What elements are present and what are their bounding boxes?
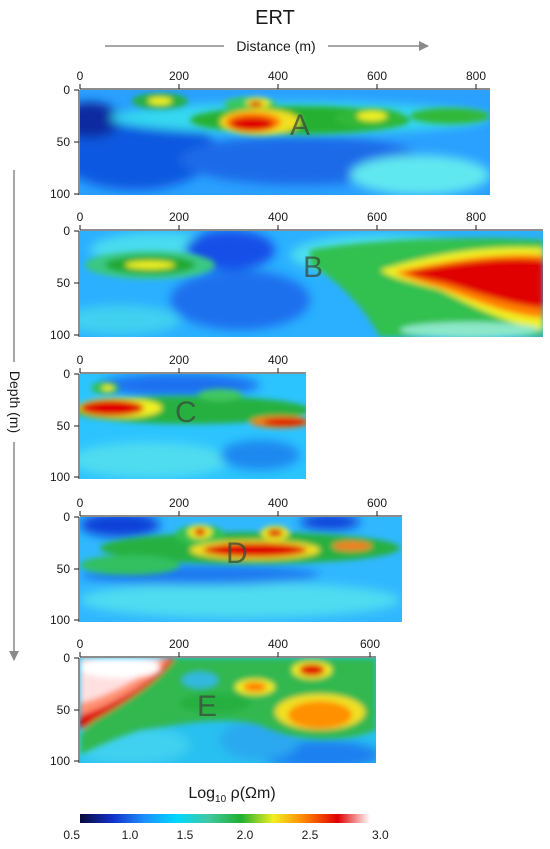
section-d-letter: D xyxy=(226,537,248,570)
section-a-depth-tick: 100 xyxy=(50,187,70,201)
section-d-x-tick: 400 xyxy=(268,496,288,510)
section-b-x-axis: 0 200 400 600 800 xyxy=(77,210,543,231)
section-c-letter: C xyxy=(175,396,197,429)
section-e-depth-tick: 50 xyxy=(57,703,71,717)
section-d-depth-axis: 0 50 100 xyxy=(50,510,80,627)
section-d-x-axis: 0 200 400 600 xyxy=(77,496,402,517)
section-e-x-tick: 400 xyxy=(268,637,288,651)
section-e-letter: E xyxy=(197,690,217,723)
section-a-depth-tick: 0 xyxy=(63,83,70,97)
section-d-x-tick: 200 xyxy=(169,496,189,510)
section-c-depth-tick: 100 xyxy=(50,470,70,484)
section-b-depth-tick: 50 xyxy=(57,276,71,290)
section-a-x-tick: 0 xyxy=(77,69,84,83)
section-e: E 0 200 400 600 0 50 100 xyxy=(50,637,380,768)
colorbar: Log10 ρ(Ωm) 0.5 1.0 1.5 2.0 2.5 3.0 xyxy=(63,785,389,842)
section-c: C 0 200 400 0 50 100 xyxy=(50,353,306,484)
section-d-x-tick: 600 xyxy=(367,496,387,510)
colorbar-gradient xyxy=(80,814,370,823)
section-a: A 0 200 400 600 800 0 50 100 xyxy=(50,69,490,201)
section-c-x-axis: 0 200 400 xyxy=(77,353,306,374)
section-b-x-tick: 800 xyxy=(466,210,486,224)
colorbar-tick: 3.0 xyxy=(372,828,389,842)
depth-label-bg xyxy=(5,362,23,442)
colorbar-label-main: Log xyxy=(188,785,215,802)
section-b: B 0 200 400 600 800 0 50 100 xyxy=(50,210,543,342)
colorbar-label-rho: ρ(Ωm) xyxy=(226,785,276,802)
section-e-x-tick: 0 xyxy=(77,637,84,651)
colorbar-tick: 1.5 xyxy=(177,828,194,842)
section-b-x-tick: 200 xyxy=(169,210,189,224)
section-e-x-tick: 200 xyxy=(169,637,189,651)
section-b-x-tick: 400 xyxy=(268,210,288,224)
section-a-depth-tick: 50 xyxy=(57,135,71,149)
section-b-depth-axis: 0 50 100 xyxy=(50,224,80,342)
distance-label-bg xyxy=(224,36,328,54)
section-c-x-tick: 400 xyxy=(268,353,288,367)
section-c-x-tick: 0 xyxy=(77,353,84,367)
section-d: D 0 200 400 600 0 50 100 xyxy=(50,496,402,627)
section-b-letter: B xyxy=(303,251,323,284)
colorbar-tick: 0.5 xyxy=(63,828,80,842)
section-b-x-tick: 600 xyxy=(367,210,387,224)
section-c-depth-axis: 0 50 100 xyxy=(50,367,80,484)
section-c-depth-tick: 0 xyxy=(63,367,70,381)
section-b-x-tick: 0 xyxy=(77,210,84,224)
distance-label: Distance (m) xyxy=(236,38,315,54)
section-a-x-tick: 800 xyxy=(466,69,486,83)
section-b-depth-tick: 0 xyxy=(63,224,70,238)
colorbar-tick: 1.0 xyxy=(122,828,139,842)
depth-label: Depth (m) xyxy=(7,371,23,433)
section-d-depth-tick: 100 xyxy=(50,613,70,627)
section-c-x-tick: 200 xyxy=(169,353,189,367)
section-a-x-tick: 200 xyxy=(169,69,189,83)
section-a-x-axis: 0 200 400 600 800 xyxy=(77,69,490,90)
colorbar-label: Log10 ρ(Ωm) xyxy=(188,785,275,805)
section-e-depth-tick: 100 xyxy=(50,754,70,768)
colorbar-tick: 2.5 xyxy=(302,828,319,842)
section-a-letter: A xyxy=(290,109,310,142)
section-d-depth-tick: 50 xyxy=(57,562,71,576)
section-e-depth-tick: 0 xyxy=(63,651,70,665)
section-d-x-tick: 0 xyxy=(77,496,84,510)
section-e-x-axis: 0 200 400 600 xyxy=(77,637,380,658)
section-a-x-tick: 400 xyxy=(268,69,288,83)
section-a-depth-axis: 0 50 100 xyxy=(50,83,80,201)
section-c-depth-tick: 50 xyxy=(57,419,71,433)
colorbar-tick: 2.0 xyxy=(237,828,254,842)
figure-title: ERT xyxy=(255,7,295,29)
colorbar-label-sub: 10 xyxy=(215,794,227,805)
section-e-depth-axis: 0 50 100 xyxy=(50,651,80,768)
section-b-depth-tick: 100 xyxy=(50,328,70,342)
section-e-x-tick: 600 xyxy=(360,637,380,651)
section-d-depth-tick: 0 xyxy=(63,510,70,524)
section-a-x-tick: 600 xyxy=(367,69,387,83)
